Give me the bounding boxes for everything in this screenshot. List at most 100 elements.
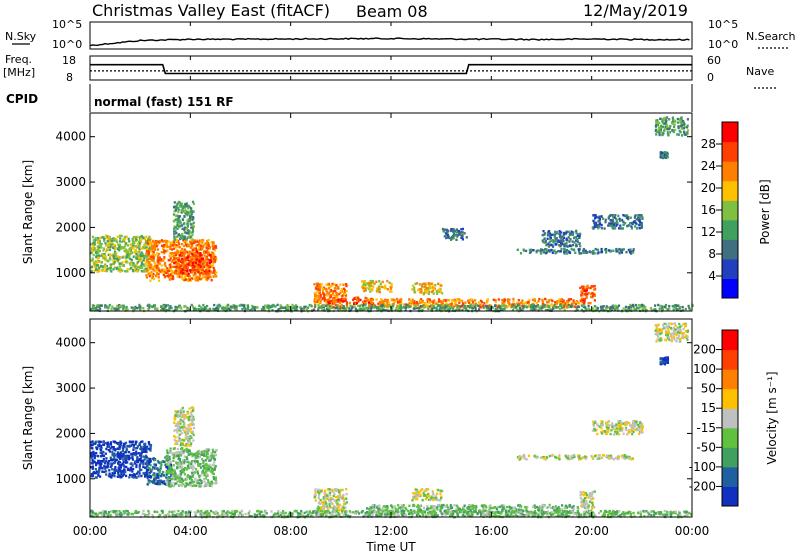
range-gate-cell — [212, 267, 215, 270]
range-gate-cell — [125, 456, 128, 459]
range-gate-cell — [178, 457, 181, 461]
range-gate-cell — [161, 307, 164, 311]
range-gate-cell — [262, 306, 265, 309]
range-gate-cell — [511, 303, 514, 306]
range-gate-cell — [576, 308, 579, 312]
range-gate-cell — [553, 233, 557, 236]
range-gate-cell — [139, 462, 142, 465]
range-gate-cell — [210, 455, 213, 459]
range-gate-cell — [629, 216, 632, 219]
range-gate-cell — [173, 475, 176, 478]
range-gate-cell — [271, 309, 274, 312]
range-gate-cell — [186, 448, 189, 451]
range-gate-cell — [153, 467, 156, 470]
range-gate-cell — [664, 126, 667, 129]
range-gate-cell — [170, 274, 173, 277]
range-gate-cell — [617, 304, 621, 307]
range-gate-cell — [129, 469, 132, 472]
range-gate-cell — [585, 251, 589, 254]
range-gate-cell — [612, 306, 615, 310]
range-gate-cell — [592, 214, 595, 217]
range-gate-cell — [658, 133, 661, 137]
range-gate-cell — [579, 232, 582, 235]
range-gate-cell — [611, 308, 614, 311]
range-gate-cell — [111, 474, 114, 477]
range-gate-cell — [180, 447, 183, 451]
range-gate-cell — [215, 257, 218, 261]
range-gate-cell — [136, 251, 139, 254]
range-gate-cell — [508, 298, 511, 301]
range-gate-cell — [207, 481, 210, 484]
range-gate-cell — [276, 303, 279, 307]
range-gate-cell — [143, 458, 146, 461]
range-gate-cell — [461, 299, 464, 303]
range-gate-cell — [668, 127, 671, 131]
range-gate-cell — [654, 304, 657, 307]
range-gate-cell — [615, 247, 618, 251]
range-gate-cell — [202, 250, 206, 253]
range-gate-cell — [129, 462, 132, 466]
range-gate-cell — [554, 252, 557, 255]
range-gate-cell — [211, 271, 214, 275]
range-gate-cell — [467, 299, 470, 302]
range-gate-cell — [588, 309, 591, 312]
range-gate-cell — [424, 284, 427, 287]
range-gate-cell — [624, 222, 627, 225]
range-gate-cell — [94, 237, 97, 240]
range-gate-cell — [555, 302, 558, 305]
range-gate-cell — [95, 309, 98, 312]
range-gate-cell — [579, 299, 582, 302]
range-gate-cell — [98, 244, 101, 247]
range-gate-cell — [547, 231, 550, 235]
range-gate-cell — [494, 299, 497, 302]
echo-region — [411, 282, 444, 296]
range-gate-cell — [578, 302, 581, 305]
range-gate-cell — [92, 471, 95, 474]
range-gate-cell — [184, 250, 187, 253]
range-gate-cell — [190, 244, 193, 248]
range-gate-cell — [293, 308, 296, 311]
range-gate-cell — [413, 288, 416, 292]
range-gate-cell — [459, 306, 462, 309]
range-gate-cell — [342, 308, 345, 311]
range-gate-cell — [460, 231, 464, 234]
range-gate-cell — [571, 305, 575, 308]
range-gate-cell — [142, 445, 145, 449]
range-gate-cell — [159, 259, 163, 262]
range-gate-cell — [566, 302, 569, 305]
range-gate-cell — [207, 479, 210, 482]
range-gate-cell — [351, 306, 354, 309]
range-gate-cell — [186, 222, 189, 225]
range-gate-cell — [134, 442, 137, 446]
range-gate-cell — [399, 309, 403, 312]
range-gate-cell — [195, 250, 198, 253]
range-gate-cell — [123, 246, 126, 249]
range-gate-cell — [186, 225, 189, 228]
range-gate-cell — [175, 476, 178, 479]
range-gate-cell — [124, 461, 127, 464]
range-gate-cell — [370, 306, 373, 309]
range-gate-cell — [405, 303, 408, 307]
range-gate-cell — [616, 248, 619, 252]
range-gate-cell — [508, 304, 512, 307]
range-gate-cell — [139, 307, 142, 310]
range-gate-cell — [656, 123, 659, 127]
range-gate-cell — [214, 481, 217, 485]
range-gate-cell — [654, 128, 658, 131]
range-gate-cell — [143, 264, 146, 267]
range-gate-cell — [215, 271, 218, 274]
range-gate-cell — [392, 298, 395, 301]
range-gate-cell — [202, 471, 206, 475]
range-gate-cell — [180, 307, 183, 310]
range-gate-cell — [333, 306, 336, 309]
range-gate-cell — [364, 283, 367, 286]
range-gate-cell — [179, 422, 182, 425]
range-gate-cell — [402, 306, 406, 309]
range-gate-cell — [163, 482, 166, 486]
range-gate-cell — [91, 247, 94, 250]
range-gate-cell — [169, 451, 172, 454]
range-gate-cell — [204, 459, 207, 462]
range-gate-cell — [103, 465, 106, 468]
range-gate-cell — [95, 476, 98, 479]
range-gate-cell — [511, 309, 515, 312]
